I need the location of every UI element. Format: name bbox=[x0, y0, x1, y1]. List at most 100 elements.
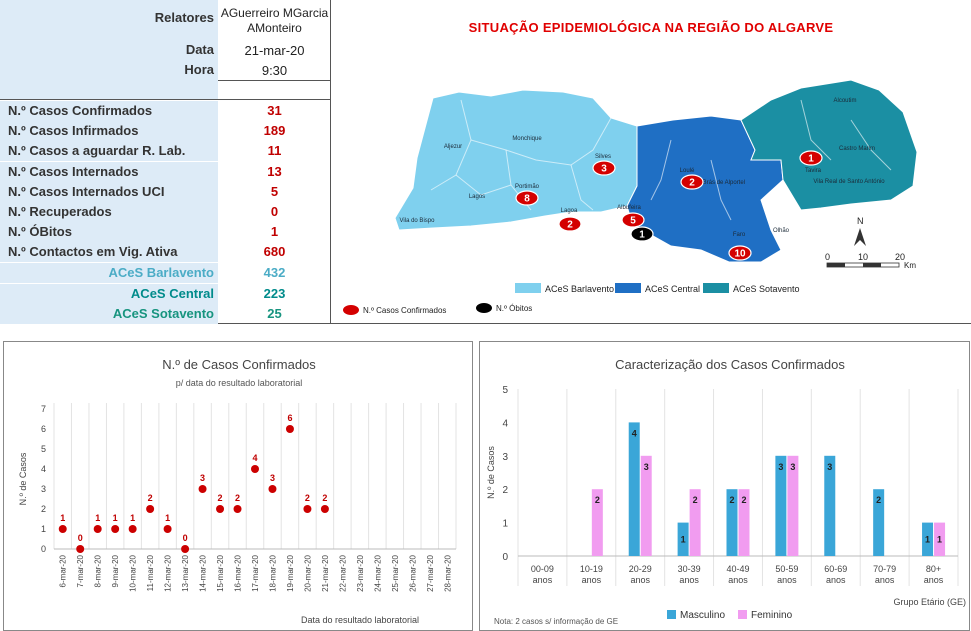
chart1-x-tick: 15-mar-20 bbox=[216, 554, 225, 591]
chart2-data-label: 2 bbox=[693, 495, 698, 505]
confirmed-marker: 10 bbox=[728, 245, 752, 261]
region-barlavento bbox=[394, 89, 638, 231]
stat-label: N.º Casos Internados UCI bbox=[0, 181, 218, 202]
place-label: Aljezur bbox=[444, 144, 462, 150]
chart2-bar-feminino bbox=[591, 489, 603, 556]
aces-row: ACeS Barlavento 432 bbox=[0, 263, 331, 283]
chart1-point bbox=[146, 505, 155, 513]
chart2-legend-swatch bbox=[738, 610, 747, 619]
map-panel: SITUAÇÃO EPIDEMIOLÓGICA NA REGIÃO DO ALG… bbox=[331, 0, 971, 324]
chart1-x-tick: 9-mar-20 bbox=[111, 554, 120, 587]
chart1-x-tick: 6-mar-20 bbox=[59, 554, 68, 587]
chart2-y-tick: 0 bbox=[502, 552, 508, 563]
stat-label: N.º ÓBitos bbox=[0, 222, 218, 243]
legend-death-marker bbox=[476, 303, 492, 313]
chart1-data-label: 4 bbox=[252, 453, 257, 463]
chart1-x-tick: 8-mar-20 bbox=[94, 554, 103, 587]
chart1-x-tick: 16-mar-20 bbox=[234, 554, 243, 591]
legend-swatch-sotavento bbox=[703, 283, 729, 293]
chart1-x-tick: 23-mar-20 bbox=[356, 554, 365, 591]
marker-label: 3 bbox=[601, 164, 607, 175]
chart2-x-tick: 50-59 anos bbox=[775, 564, 798, 585]
scale-0: 0 bbox=[825, 252, 830, 262]
chart1-data-label: 6 bbox=[287, 413, 292, 423]
header-label-column bbox=[0, 0, 218, 81]
chart1-data-label: 3 bbox=[270, 473, 275, 483]
chart2-y-tick: 5 bbox=[502, 385, 508, 396]
hora-value: 9:30 bbox=[261, 63, 288, 78]
chart1-y-tick: 6 bbox=[41, 424, 46, 434]
chart2-x-axis-label: Grupo Etário (GE) bbox=[893, 597, 966, 607]
place-label: Loulé bbox=[680, 168, 695, 174]
confirmed-marker: 5 bbox=[621, 212, 645, 228]
chart2-x-tick: 70-79 anos bbox=[873, 564, 896, 585]
stat-row: N.º Recuperados 0 bbox=[0, 202, 331, 222]
chart1-data-label: 0 bbox=[183, 533, 188, 543]
stat-label: N.º Contactos em Vig. Ativa bbox=[0, 242, 218, 263]
chart1-data-label: 0 bbox=[78, 533, 83, 543]
chart1-point bbox=[76, 545, 85, 553]
chart1-subtitle: p/ data do resultado laboratorial bbox=[176, 378, 303, 388]
chart2-bar-feminino bbox=[738, 489, 750, 556]
stat-row: N.º Contactos em Vig. Ativa 680 bbox=[0, 242, 331, 263]
chart2-x-tick: 00-09 anos bbox=[531, 564, 554, 585]
scale-10: 10 bbox=[858, 252, 868, 262]
legend-sotavento-label: ACeS Sotavento bbox=[733, 284, 800, 294]
legend-central-label: ACeS Central bbox=[645, 284, 700, 294]
aces-row: ACeS Sotavento 25 bbox=[0, 304, 331, 324]
chart2-bar-feminino bbox=[934, 522, 946, 556]
aces-label: ACeS Barlavento bbox=[0, 263, 218, 283]
chart1-x-tick: 20-mar-20 bbox=[303, 554, 312, 591]
legend-confirmados-label: N.º Casos Confirmados bbox=[363, 306, 446, 315]
chart1-y-tick: 3 bbox=[41, 484, 46, 494]
chart1-x-tick: 13-mar-20 bbox=[181, 554, 190, 591]
chart2-x-tick: 80+ anos bbox=[924, 564, 944, 585]
chart1-x-tick: 27-mar-20 bbox=[426, 554, 435, 591]
chart1-point bbox=[251, 465, 259, 473]
chart1-point bbox=[233, 505, 242, 513]
chart2-data-label: 1 bbox=[937, 535, 942, 545]
chart2-x-tick: 40-49 anos bbox=[726, 564, 749, 585]
north-arrow-icon bbox=[854, 228, 866, 246]
map-legend: ACeS Barlavento ACeS Central ACeS Sotave… bbox=[343, 283, 800, 315]
chart1-title: N.º de Casos Confirmados bbox=[162, 357, 316, 372]
chart2-bar-masculino bbox=[677, 522, 689, 556]
confirmed-by-date-chart: N.º de Casos Confirmados p/ data do resul… bbox=[18, 357, 457, 625]
age-gender-chart-panel: Caracterização dos Casos Confirmados N.º … bbox=[479, 341, 970, 631]
relatores-line2: AMonteiro bbox=[247, 21, 302, 35]
stat-row: N.º Casos Infirmados 189 bbox=[0, 121, 331, 142]
stat-value: 5 bbox=[270, 183, 279, 199]
chart1-x-tick: 21-mar-20 bbox=[321, 554, 330, 591]
chart2-data-label: 1 bbox=[681, 535, 686, 545]
chart1-data-label: 1 bbox=[95, 513, 100, 523]
chart1-point bbox=[320, 505, 329, 513]
chart2-bar-masculino bbox=[628, 422, 640, 556]
aces-value: 432 bbox=[263, 265, 286, 280]
stat-value: 680 bbox=[263, 244, 286, 260]
place-label: Lagos bbox=[469, 194, 485, 200]
chart1-x-tick: 24-mar-20 bbox=[373, 554, 382, 591]
chart1-point bbox=[198, 485, 207, 493]
chart2-legend-swatch bbox=[667, 610, 676, 619]
place-label: Tavira bbox=[805, 168, 822, 174]
chart1-data-label: 2 bbox=[148, 493, 153, 503]
stat-label: N.º Casos Confirmados bbox=[0, 101, 218, 121]
chart1-y-axis-label: N.º de Casos bbox=[18, 452, 28, 505]
chart2-data-label: 2 bbox=[741, 495, 746, 505]
chart2-y-tick: 1 bbox=[502, 519, 508, 530]
aces-label: ACeS Sotavento bbox=[0, 304, 218, 324]
hora-label: Hora bbox=[184, 62, 214, 77]
chart2-bar-masculino bbox=[922, 522, 934, 556]
chart1-data-label: 2 bbox=[305, 493, 310, 503]
chart1-point bbox=[58, 525, 67, 533]
chart1-x-tick: 10-mar-20 bbox=[129, 554, 138, 591]
chart1-y-tick: 4 bbox=[41, 464, 46, 474]
legend-obitos-label: N.º Óbitos bbox=[496, 304, 532, 313]
chart1-y-tick: 0 bbox=[41, 544, 46, 554]
chart2-note: Nota: 2 casos s/ informação de GE bbox=[494, 617, 618, 626]
place-label: Albufeira bbox=[617, 205, 641, 211]
algarve-map: Alcoutim Aljezur Monchique Silves LouléS.Brá… bbox=[343, 79, 918, 315]
scale-unit: Km bbox=[904, 261, 916, 270]
stat-value: 31 bbox=[267, 103, 282, 118]
chart2-x-tick: 10-19 anos bbox=[580, 564, 603, 585]
